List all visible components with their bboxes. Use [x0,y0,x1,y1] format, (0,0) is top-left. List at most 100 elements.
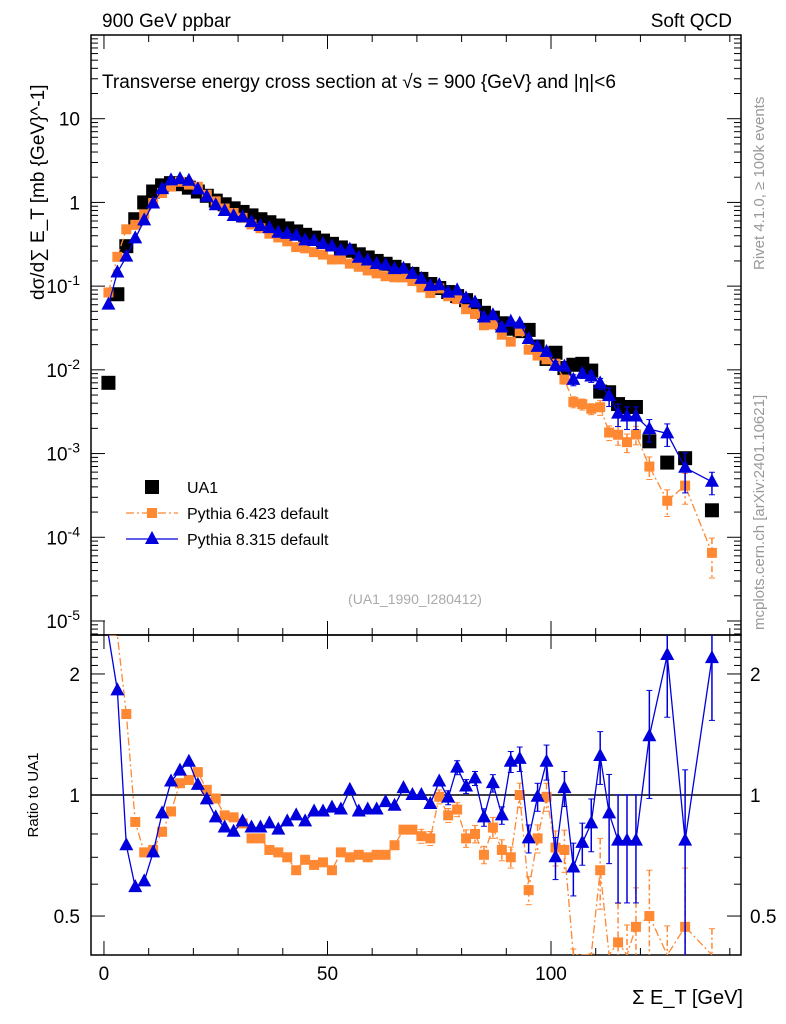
pythia6-main-point [595,402,606,413]
pythia6-ratio-point [523,885,534,896]
pythia8-ratio-point [521,830,536,844]
pythia8-main-point [271,224,286,238]
legend-label: UA1 [187,480,218,497]
pythia6-main-point [577,399,588,410]
pythia6-ratio-point [398,824,409,835]
pythia8-main-point [566,371,581,385]
pythia8-ratio-point [316,803,331,817]
ratio-y-tick-label: 1 [69,786,80,807]
y-tick-label: 1 [69,193,80,214]
legend-marker [145,480,159,494]
pythia8-ratio-point [539,753,554,767]
pythia6-ratio-point [255,833,266,844]
y-tick-label: 10-5 [46,607,80,633]
pythia8-ratio-point [593,748,608,762]
pythia8-ratio-point [628,832,643,846]
pythia8-ratio-point [494,807,509,821]
pythia8-main-point [208,197,223,211]
pythia6-ratio-point [478,849,489,860]
pythia8-ratio-point [110,682,125,696]
side-text-rivet: Rivet 4.1.0, ≥ 100k events [751,97,768,270]
pythia6-ratio-point [425,833,436,844]
pythia8-main-point [342,241,357,255]
pythia8-ratio-point [172,762,187,776]
pythia8-ratio-point [432,773,447,787]
pythia6-ratio-point [335,847,346,858]
pythia8-main-point [235,209,250,223]
pythia8-main-point [642,421,657,435]
pythia6-ratio-point [291,865,302,876]
pythia8-main-point [137,212,152,226]
pythia8-main-point [253,217,268,231]
pythia6-main-point [514,326,525,337]
pythia6-ratio-point [264,844,275,855]
pythia6-ratio-point [300,854,311,865]
pythia8-main-point [539,344,554,358]
main-y-label: dσ/d∑ E_T [mb {GeV}^-1] [28,85,49,301]
pythia8-ratio-point [324,799,339,813]
pythia6-main-point [487,319,498,330]
pythia6-ratio-point [389,840,400,851]
pythia8-main-point [119,248,134,262]
pythia8-main-point [307,233,322,247]
ratio-y-tick-label: 0.5 [54,907,80,928]
pythia6-ratio-point [443,810,454,821]
pythia6-main-point [380,271,391,282]
pythia6-ratio-point [613,937,624,948]
pythia8-main-point [628,408,643,422]
ratio-y-tick-label-right: 2 [750,665,761,686]
pythia8-ratio-point [181,753,196,767]
pythia8-ratio-point [485,775,500,789]
pythia8-main-point [199,188,214,202]
pythia8-main-point [548,357,563,371]
pythia6-ratio-point [559,844,570,855]
pythia6-ratio-point [630,921,641,932]
pythia8-ratio-point [137,873,152,887]
pythia8-main-point [155,181,170,195]
pythia6-main-point [318,249,329,260]
pythia8-main-point [468,294,483,308]
pythia6-main-point [291,242,302,253]
pythia8-main-point [101,296,116,310]
pythia6-main-line [107,181,713,554]
legend: UA1 Pythia 6.423 default Pythia 8.315 defa… [126,480,329,549]
pythia6-ratio-point [344,852,355,863]
pythia6-main-point [478,320,489,331]
pythia8-main-point [512,315,527,329]
pythia6-main-point [604,427,615,438]
pythia6-main-point [344,258,355,269]
pythia8-ratio-point [611,832,626,846]
pythia8-main-point [557,358,572,372]
header-right: Soft QCD [651,11,732,32]
pythia6-ratio-point [380,849,391,860]
pythia6-main-point [130,219,141,230]
pythia6-ratio-point [496,844,507,855]
pythia6-main-point [644,461,655,472]
y-tick-label: 10-2 [46,356,80,382]
pythia8-ratio-point [557,780,572,794]
pythia6-main-point [416,282,427,293]
pythia8-main-point [704,473,719,487]
pythia8-main-point [593,375,608,389]
pythia6-main-point [586,403,597,414]
pythia8-ratio-point [405,787,420,800]
pythia6-ratio-point [318,857,329,868]
pythia6-ratio-point [210,793,221,804]
pythia8-ratio-point [450,759,465,773]
pythia6-main-point [630,429,641,440]
pythia8-ratio-point [271,821,286,835]
pythia6-ratio-point [166,806,177,817]
pythia6-main-point [300,243,311,254]
pythia6-main-point [523,344,534,355]
pythia8-main-point [575,365,590,379]
x-tick-label: 100 [535,964,567,985]
y-tick-exponent: -4 [68,523,81,539]
pythia8-main-point [530,338,545,352]
pythia6-ratio-point [644,911,655,922]
pythia8-ratio-point [128,879,143,893]
pythia6-ratio-point [246,833,257,844]
pythia6-main-point [335,254,346,265]
pythia8-main-point [190,181,205,195]
pythia6-ratio-point [505,852,516,863]
pythia6-ratio-point [407,824,418,835]
